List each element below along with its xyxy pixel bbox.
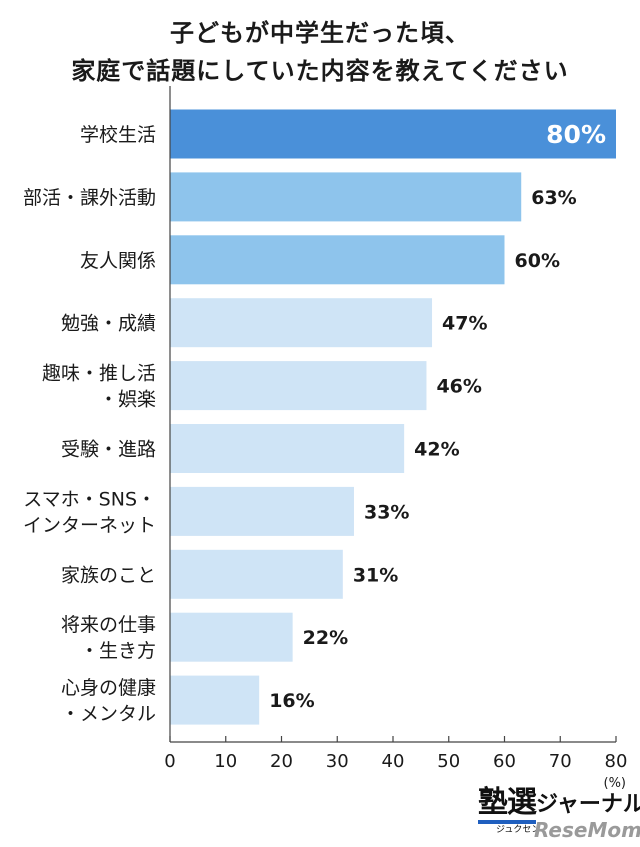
bar xyxy=(170,172,522,222)
value-label: 22% xyxy=(303,627,348,649)
category-label: ・メンタル xyxy=(61,703,156,725)
brand-logo-sub: ジャーナル xyxy=(536,792,640,817)
bar xyxy=(170,109,616,159)
bar xyxy=(170,298,433,348)
x-tick-label: 30 xyxy=(326,751,349,772)
category-label: 友人関係 xyxy=(80,250,156,272)
chart-title: 子どもが中学生だった頃、 家庭で話題にしていた内容を教えてください xyxy=(0,14,640,90)
category-label: 家族のこと xyxy=(61,564,156,586)
brand-logo-reading: ジュクセン xyxy=(496,825,541,835)
value-label: 47% xyxy=(442,313,487,335)
partner-logo: ReseMom xyxy=(534,818,640,842)
bar xyxy=(170,612,293,662)
x-tick-label: 0 xyxy=(164,751,175,772)
category-label: 趣味・推し活 xyxy=(42,363,156,385)
x-tick-label: 20 xyxy=(270,751,293,772)
brand-logo-main: 塾選 xyxy=(478,785,537,820)
chart-title-line-2: 家庭で話題にしていた内容を教えてください xyxy=(71,57,569,85)
x-tick-label: 40 xyxy=(382,751,405,772)
bar xyxy=(170,675,260,725)
value-label: 63% xyxy=(531,187,576,209)
category-label: 将来の仕事 xyxy=(61,614,156,636)
bar xyxy=(170,549,343,599)
chart-title-line-1: 子どもが中学生だった頃、 xyxy=(170,19,470,47)
category-label: 勉強・成績 xyxy=(61,313,156,335)
value-label: 33% xyxy=(364,501,409,523)
brand-logo: 塾選 ジャーナル ジュクセン ReseMom xyxy=(476,786,640,844)
bar xyxy=(170,235,505,285)
bar xyxy=(170,361,427,411)
bar xyxy=(170,486,354,536)
category-label: インターネット xyxy=(23,514,156,536)
x-tick-label: 80 xyxy=(605,751,628,772)
bar xyxy=(170,424,405,473)
x-tick-label: 60 xyxy=(493,751,516,772)
value-label: 16% xyxy=(269,690,314,712)
category-label: ・娯楽 xyxy=(99,389,156,411)
x-axis-unit: (%) xyxy=(604,776,627,791)
category-label: 学校生活 xyxy=(80,124,156,146)
x-tick-label: 10 xyxy=(214,751,237,772)
category-label: ・生き方 xyxy=(80,640,156,662)
category-label: 心身の健康 xyxy=(61,677,156,699)
value-label: 46% xyxy=(436,376,481,398)
value-label: 31% xyxy=(353,564,398,586)
value-label: 80% xyxy=(546,120,606,149)
value-label: 42% xyxy=(414,439,459,461)
category-label: 受験・進路 xyxy=(61,439,156,461)
x-tick-label: 70 xyxy=(549,751,572,772)
category-label: 部活・課外活動 xyxy=(23,187,156,209)
value-label: 60% xyxy=(515,250,560,272)
x-tick-label: 50 xyxy=(437,751,460,772)
category-label: スマホ・SNS・ xyxy=(23,488,156,510)
brand-logo-bar xyxy=(478,820,536,824)
